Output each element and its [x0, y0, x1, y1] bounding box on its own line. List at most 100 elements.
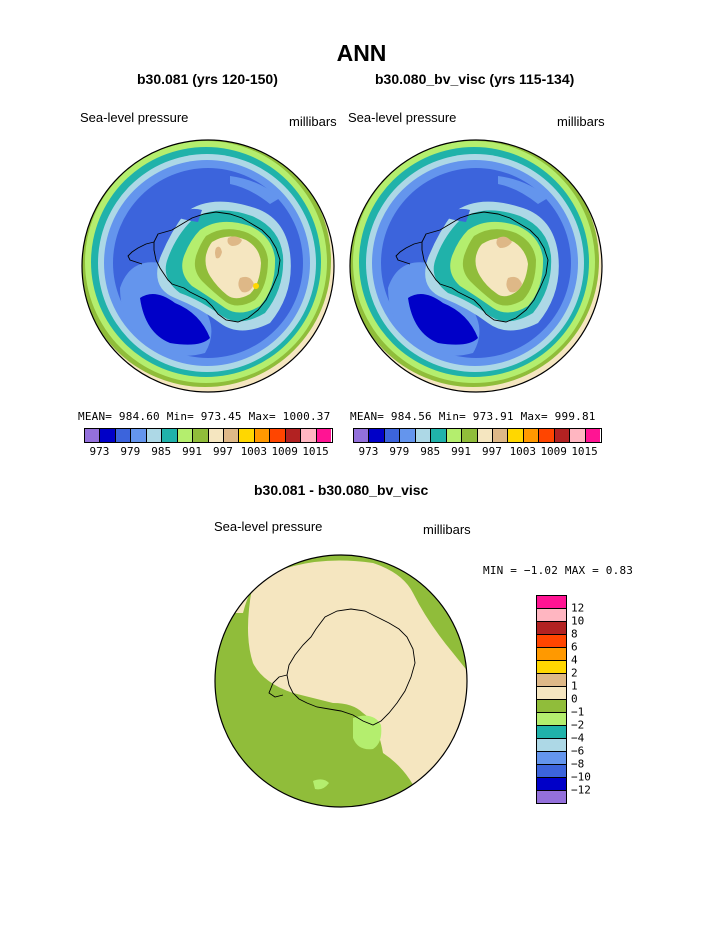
colorbar-swatch: [384, 429, 401, 442]
colorbar-tick-label: −2: [571, 718, 585, 732]
diff-colorbar: [536, 595, 567, 804]
colorbar-swatch: [254, 429, 271, 442]
panel1-colorbar-ticks: 973 979 985 991 997 1003 1009 1015: [84, 445, 331, 459]
colorbar-tick-label: −4: [571, 731, 585, 745]
colorbar-swatch: [301, 429, 317, 442]
colorbar-swatch: [537, 778, 566, 791]
colorbar-swatch: [537, 739, 566, 752]
diff-stats: MIN = −1.02 MAX = 0.83: [483, 564, 634, 577]
colorbar-swatch: [270, 429, 286, 442]
colorbar-tick-label: 1015: [571, 445, 598, 458]
colorbar-tick-label: 1003: [240, 445, 268, 458]
colorbar-swatch: [537, 674, 566, 687]
panel1-field-label: Sea-level pressure: [80, 110, 189, 125]
colorbar-swatch: [462, 429, 478, 442]
colorbar-swatch: [285, 429, 302, 442]
panel2-colorbar-ticks: 973 979 985 991 997 1003 1009 1015: [353, 445, 600, 459]
colorbar-swatch: [554, 429, 571, 442]
colorbar-tick-label: −12: [571, 783, 591, 797]
colorbar-tick-label: 973: [358, 445, 379, 458]
colorbar-swatch: [537, 700, 566, 713]
colorbar-tick-label: −10: [571, 770, 591, 784]
colorbar-swatch: [539, 429, 555, 442]
panel1-polar-map: [81, 139, 335, 393]
colorbar-tick-label: 997: [482, 445, 502, 458]
colorbar-swatch: [537, 752, 566, 765]
colorbar-tick-label: 979: [389, 445, 410, 458]
colorbar-swatch: [316, 429, 331, 442]
page-title: ANN: [336, 40, 387, 66]
colorbar-swatch: [585, 429, 600, 442]
colorbar-swatch: [415, 429, 432, 442]
panel2-stats: MEAN= 984.56 Min= 973.91 Max= 999.81: [350, 410, 596, 423]
colorbar-tick-label: 997: [213, 445, 233, 458]
colorbar-swatch: [85, 429, 101, 442]
colorbar-tick-label: −1: [571, 705, 585, 719]
colorbar-swatch: [537, 609, 566, 622]
colorbar-swatch: [537, 713, 566, 726]
colorbar-tick-label: 2: [571, 666, 578, 680]
colorbar-swatch: [446, 429, 463, 442]
colorbar-tick-label: 991: [451, 445, 471, 458]
panel2-case-title: b30.080_bv_visc (yrs 115-134): [375, 71, 575, 87]
diff-field-label: Sea-level pressure: [214, 519, 323, 534]
colorbar-swatch: [115, 429, 132, 442]
colorbar-swatch: [537, 661, 566, 674]
diff-units-label: millibars: [423, 522, 471, 537]
panel1-case-title: b30.081 (yrs 120-150): [137, 71, 278, 87]
colorbar-tick-label: 1: [571, 679, 578, 693]
colorbar-tick-label: 6: [571, 640, 578, 654]
colorbar-tick-label: 8: [571, 627, 578, 641]
colorbar-tick-label: 979: [120, 445, 141, 458]
colorbar-swatch: [477, 429, 493, 442]
colorbar-swatch: [162, 429, 178, 442]
colorbar-tick-label: 1009: [540, 445, 567, 458]
panel1-units-label: millibars: [289, 114, 337, 129]
colorbar-swatch: [223, 429, 240, 442]
panel1-stats: MEAN= 984.60 Min= 973.45 Max= 1000.37: [78, 410, 331, 423]
colorbar-tick-label: −6: [571, 744, 585, 758]
diff-colorbar-ticks: 12 10 8 6 4 2 1 0 −1 −2 −4 −6 −8 −10 −12: [571, 595, 611, 801]
colorbar-tick-label: 985: [420, 445, 441, 458]
panel2-field-label: Sea-level pressure: [348, 110, 457, 125]
colorbar-swatch: [492, 429, 509, 442]
colorbar-tick-label: 4: [571, 653, 578, 667]
colorbar-swatch: [537, 648, 566, 661]
colorbar-swatch: [208, 429, 224, 442]
colorbar-tick-label: 1015: [302, 445, 329, 458]
diff-panel-title: b30.081 - b30.080_bv_visc: [254, 482, 429, 498]
colorbar-swatch: [193, 429, 209, 442]
colorbar-swatch: [537, 791, 566, 803]
colorbar-tick-label: 10: [571, 614, 585, 628]
colorbar-swatch: [523, 429, 540, 442]
colorbar-swatch: [400, 429, 416, 442]
colorbar-swatch: [537, 687, 566, 700]
panel2-colorbar: [353, 428, 602, 443]
colorbar-tick-label: 1009: [271, 445, 298, 458]
colorbar-tick-label: −8: [571, 757, 585, 771]
colorbar-tick-label: 1003: [509, 445, 537, 458]
colorbar-tick-label: 0: [571, 692, 578, 706]
colorbar-swatch: [537, 596, 566, 609]
colorbar-swatch: [146, 429, 163, 442]
colorbar-swatch: [537, 726, 566, 739]
colorbar-swatch: [508, 429, 524, 442]
colorbar-swatch: [131, 429, 147, 442]
colorbar-tick-label: 12: [571, 601, 585, 615]
colorbar-swatch: [177, 429, 194, 442]
diff-polar-map: [214, 554, 468, 808]
panel2-polar-map: [349, 139, 603, 393]
colorbar-swatch: [354, 429, 370, 442]
colorbar-swatch: [537, 765, 566, 778]
colorbar-swatch: [537, 635, 566, 648]
colorbar-swatch: [537, 622, 566, 635]
colorbar-swatch: [239, 429, 255, 442]
colorbar-swatch: [431, 429, 447, 442]
colorbar-tick-label: 991: [182, 445, 202, 458]
colorbar-swatch: [570, 429, 586, 442]
colorbar-tick-label: 973: [89, 445, 110, 458]
colorbar-swatch: [369, 429, 385, 442]
panel1-colorbar: [84, 428, 333, 443]
colorbar-tick-label: 985: [151, 445, 172, 458]
panel2-units-label: millibars: [557, 114, 605, 129]
